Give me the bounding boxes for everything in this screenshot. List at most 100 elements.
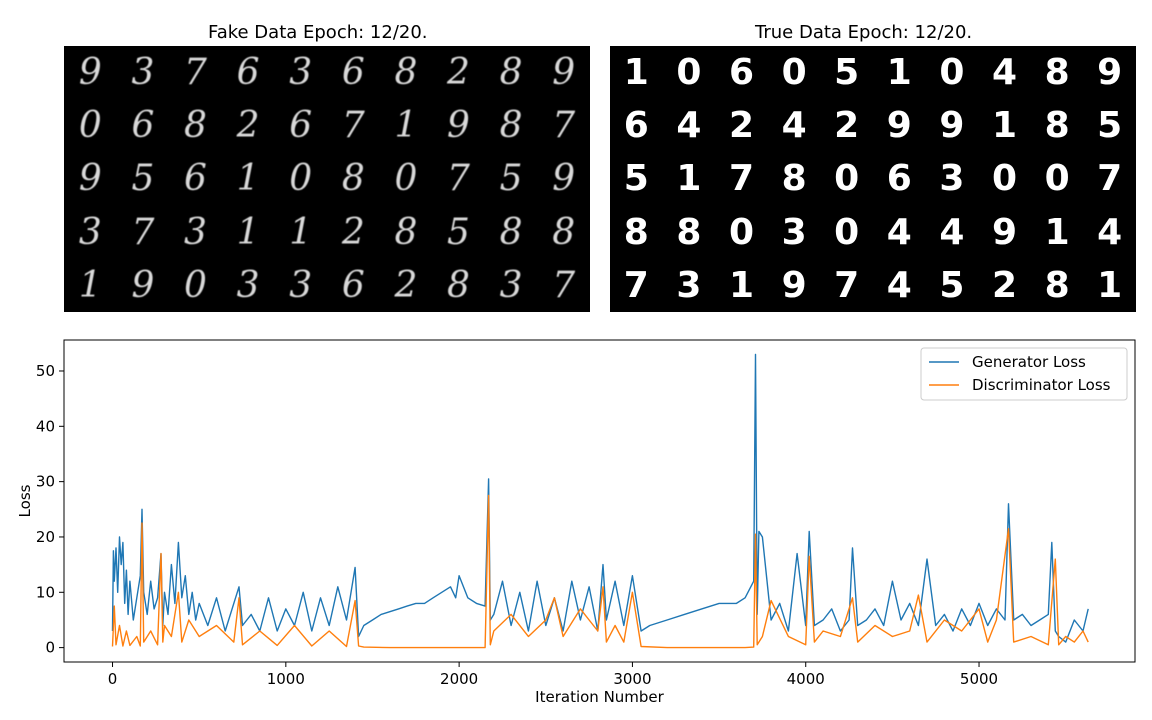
true-digit-cell: 6 — [728, 52, 755, 94]
true-digit-cell: 0 — [728, 211, 755, 253]
true-digit-cell: 2 — [991, 264, 1018, 306]
true-digit-cell: 7 — [728, 158, 755, 200]
fake-digit-cell: 3 — [289, 52, 313, 94]
fake-digit-cell: 6 — [289, 105, 313, 147]
fake-digit-cell: 9 — [447, 105, 470, 147]
true-digit-cell: 4 — [1097, 211, 1123, 253]
x-tick-label: 2000 — [440, 670, 478, 688]
true-digit-cell: 7 — [623, 264, 649, 306]
fake-digit-cell: 1 — [78, 264, 102, 306]
true-digit-cell: 9 — [991, 211, 1018, 253]
true-digit-cell: 0 — [939, 52, 965, 94]
x-axis-label: Iteration Number — [535, 688, 664, 706]
fake-digit-cell: 8 — [394, 211, 418, 253]
y-tick-label: 0 — [45, 639, 55, 657]
true-digit-cell: 1 — [728, 264, 755, 306]
x-tick-label: 1000 — [267, 670, 305, 688]
fake-panel-title: Fake Data Epoch: 12/20. — [208, 22, 428, 43]
true-digit-cell: 4 — [676, 105, 702, 147]
true-digit-cell: 1 — [991, 105, 1018, 147]
true-digit-cell: 3 — [676, 264, 702, 306]
fake-digit-cell: 5 — [447, 211, 470, 253]
true-digit-cell: 1 — [1097, 264, 1123, 306]
fake-digit-cell: 6 — [131, 105, 155, 147]
true-digit-cell: 4 — [939, 211, 965, 253]
fake-digit-cell: 8 — [499, 105, 523, 147]
true-digit-cell: 6 — [886, 158, 912, 200]
true-digit-cell: 4 — [886, 264, 912, 306]
legend-box — [920, 347, 1128, 401]
y-tick-label: 10 — [36, 583, 55, 601]
fake-digit-cell: 1 — [289, 211, 313, 253]
true-digit-cell: 4 — [781, 105, 807, 147]
true-digit-cell: 9 — [1097, 52, 1123, 94]
true-digit-cell: 0 — [991, 158, 1018, 200]
true-digit-cell: 8 — [1044, 105, 1070, 147]
fake-digit-cell: 6 — [341, 264, 365, 306]
true-digit-cell: 8 — [1044, 52, 1070, 94]
true-digit-cell: 7 — [834, 264, 860, 306]
x-tick-label: 3000 — [613, 670, 651, 688]
true-digit-cell: 8 — [781, 158, 807, 200]
fake-digit-cell: 3 — [184, 211, 207, 253]
true-digit-cell: 5 — [623, 158, 649, 200]
fake-digit-cell: 8 — [447, 264, 470, 306]
fake-digit-cell: 0 — [184, 264, 207, 306]
fake-digit-cell: 6 — [184, 158, 207, 200]
true-digit-cell: 0 — [1044, 158, 1070, 200]
true-digit-cell: 1 — [886, 52, 912, 94]
fake-digit-cell: 6 — [236, 52, 260, 94]
fake-digit-cell: 7 — [184, 52, 207, 94]
fake-digit-cell: 3 — [499, 264, 523, 306]
true-digit-cell: 3 — [781, 211, 807, 253]
fake-digit-cell: 5 — [131, 158, 155, 200]
fake-digit-cell: 1 — [394, 105, 418, 147]
true-digit-cell: 9 — [781, 264, 807, 306]
fake-digit-cell: 2 — [447, 52, 470, 94]
true-digit-cell: 9 — [886, 105, 912, 147]
true-digit-cell: 2 — [834, 105, 860, 147]
true-panel-title: True Data Epoch: 12/20. — [755, 22, 973, 43]
true-digit-cell: 5 — [939, 264, 965, 306]
y-tick-label: 40 — [36, 417, 55, 435]
true-digit-cell: 1 — [623, 52, 649, 94]
true-digit-cell: 9 — [939, 105, 965, 147]
fake-digit-cell: 9 — [131, 264, 155, 306]
fake-digit-cell: 2 — [341, 211, 365, 253]
true-digit-cell: 3 — [939, 158, 965, 200]
fake-digit-cell: 8 — [394, 52, 418, 94]
fake-digit-cell: 6 — [341, 52, 365, 94]
fake-digit-cell: 9 — [552, 158, 576, 200]
true-digit-cell: 1 — [676, 158, 702, 200]
true-digit-cell: 5 — [1097, 105, 1123, 147]
y-tick-label: 20 — [36, 528, 55, 546]
fake-digit-cell: 0 — [289, 158, 313, 200]
legend-discriminator-label: Discriminator Loss — [972, 376, 1111, 394]
y-tick-label: 50 — [36, 362, 55, 380]
true-digit-cell: 0 — [834, 211, 860, 253]
true-digit-cell: 8 — [676, 211, 702, 253]
loss-chart: 0 1000 2000 3000 4000 5000 0 10 20 30 40 50 Iteratio… — [16, 339, 1136, 706]
fake-digit-cell: 9 — [552, 52, 576, 94]
true-digit-cell: 0 — [781, 52, 807, 94]
fake-digit-cell: 9 — [78, 52, 102, 94]
fake-digit-cell: 7 — [552, 105, 576, 147]
fake-digit-cell: 3 — [289, 264, 313, 306]
fake-digit-cell: 3 — [78, 211, 102, 253]
fake-digit-cell: 0 — [394, 158, 418, 200]
fake-digit-cell: 0 — [78, 105, 102, 147]
fake-digit-cell: 2 — [236, 105, 260, 147]
plot-frame — [63, 339, 1136, 663]
fake-digit-cell: 5 — [499, 158, 523, 200]
fake-digit-cell: 7 — [341, 105, 365, 147]
true-digit-cell: 4 — [991, 52, 1018, 94]
fake-digit-cell: 2 — [394, 264, 418, 306]
discriminator-loss-line — [111, 494, 1089, 649]
fake-digit-cell: 1 — [236, 158, 260, 200]
fake-digit-cell: 8 — [552, 211, 576, 253]
fake-digit-cell: 8 — [341, 158, 365, 200]
true-digit-cell: 5 — [834, 52, 860, 94]
